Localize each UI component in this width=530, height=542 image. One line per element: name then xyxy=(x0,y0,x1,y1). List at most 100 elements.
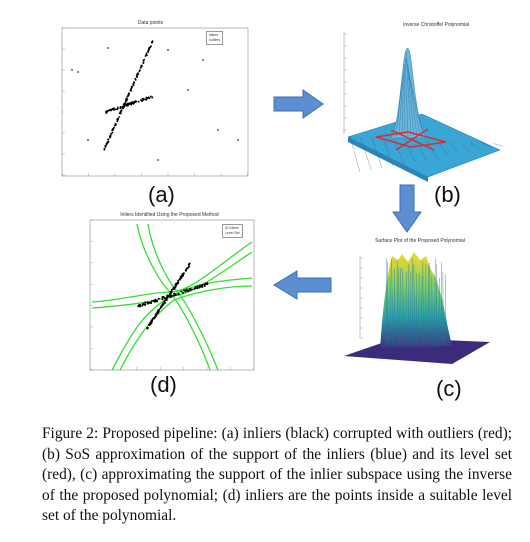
panel-d: Inliers Identified Using the Proposed Me… xyxy=(82,212,257,402)
outlier-point xyxy=(167,49,169,51)
panel-c-plot xyxy=(344,252,490,364)
inlier-point xyxy=(141,303,144,306)
inlier-point xyxy=(136,72,139,75)
inlier-point xyxy=(125,104,128,107)
inlier-point xyxy=(133,81,135,84)
mesh-line xyxy=(382,138,394,167)
inlier-point xyxy=(187,290,190,293)
inlier-point xyxy=(155,312,158,315)
panel-d-plot xyxy=(89,219,255,371)
inlier-point xyxy=(200,285,203,288)
panel-b-title: Inverse Christoffel Polynomial xyxy=(402,22,470,28)
mesh-line xyxy=(415,139,427,161)
mesh-line xyxy=(398,75,403,137)
mesh-line xyxy=(407,63,418,137)
inlier-point xyxy=(179,275,182,278)
surface-line xyxy=(410,271,412,347)
inlier-point xyxy=(109,133,112,135)
surface-line xyxy=(427,264,429,347)
inlier-point xyxy=(136,74,138,77)
inlier-point xyxy=(150,319,153,322)
inlier-point xyxy=(105,112,108,114)
mesh-line xyxy=(459,141,471,153)
inlier-point xyxy=(107,138,110,141)
inlier-point xyxy=(128,103,131,105)
inlier-point xyxy=(121,105,124,108)
inlier-point xyxy=(180,290,183,293)
inlier-point xyxy=(144,301,147,304)
inlier-point xyxy=(141,97,144,100)
inlier-point xyxy=(119,111,122,113)
panel-b-label: (b) xyxy=(434,182,461,207)
inlier-point xyxy=(145,96,148,99)
mesh-line xyxy=(395,81,403,137)
mesh-line xyxy=(492,143,504,147)
inlier-point xyxy=(127,94,130,96)
panel-a-legend: inliers outliers xyxy=(206,31,224,45)
inlier-point xyxy=(112,129,115,131)
legend-item-level-set: Level Set xyxy=(225,231,240,235)
outlier-point xyxy=(157,159,159,161)
mesh-line xyxy=(405,51,412,137)
inlier-point xyxy=(193,287,196,290)
inlier-point xyxy=(114,123,117,126)
legend-item-id-inliers: ID Inliers xyxy=(225,226,239,230)
inlier-point xyxy=(177,281,180,284)
inlier-point xyxy=(157,297,160,300)
panel-c-title: Surface Plot of the Proposed Polynomial xyxy=(375,238,465,244)
arrow-down-icon xyxy=(392,184,422,233)
inlier-point xyxy=(109,109,112,112)
inlier-point xyxy=(143,58,145,61)
legend-item-inliers: inliers xyxy=(209,33,219,37)
inlier-point xyxy=(178,278,181,281)
inlier-point xyxy=(169,294,172,297)
inlier-point xyxy=(165,299,168,302)
outlier-point xyxy=(202,59,204,61)
inlier-point xyxy=(135,75,138,78)
inlier-point xyxy=(132,83,135,85)
inlier-point xyxy=(183,289,186,292)
inlier-point xyxy=(202,283,205,286)
inlier-point xyxy=(163,301,166,304)
outlier-point xyxy=(71,69,73,71)
inlier-point xyxy=(144,55,147,57)
inlier-point xyxy=(125,101,127,103)
inlier-point xyxy=(151,40,154,43)
inlier-point xyxy=(103,148,106,151)
surface-line xyxy=(391,258,393,347)
inlier-point xyxy=(185,288,188,291)
inlier-point xyxy=(137,305,140,308)
mesh-line xyxy=(404,63,406,137)
inlier-point xyxy=(186,266,189,269)
panel-d-label: (d) xyxy=(150,372,177,397)
inlier-point xyxy=(146,327,149,330)
inlier-point xyxy=(142,61,145,63)
mesh-line xyxy=(470,142,482,151)
inlier-point xyxy=(116,118,119,121)
inlier-point xyxy=(154,300,157,303)
inlier-point xyxy=(140,100,143,102)
outlier-point xyxy=(217,129,219,131)
inlier-point xyxy=(174,284,177,287)
inlier-point xyxy=(132,102,135,104)
panel-a-label: (a) xyxy=(148,182,175,207)
mesh-line xyxy=(371,137,383,169)
mesh-line xyxy=(481,142,493,149)
surface-line xyxy=(400,267,402,347)
inlier-point xyxy=(147,51,150,53)
legend-item-outliers: outliers xyxy=(209,38,221,42)
surface-line xyxy=(440,262,442,347)
inlier-point xyxy=(137,100,140,103)
inlier-point xyxy=(138,69,141,71)
inlier-point xyxy=(153,317,156,320)
inlier-point xyxy=(177,293,180,295)
mesh-line xyxy=(409,75,424,137)
inlier-point xyxy=(171,288,173,291)
inlier-point xyxy=(107,141,109,144)
outlier-point xyxy=(187,89,189,91)
mesh-line xyxy=(448,141,460,155)
inlier-point xyxy=(132,84,135,87)
surface-line xyxy=(407,264,410,347)
inlier-point xyxy=(109,135,112,137)
inlier-point xyxy=(149,95,152,98)
